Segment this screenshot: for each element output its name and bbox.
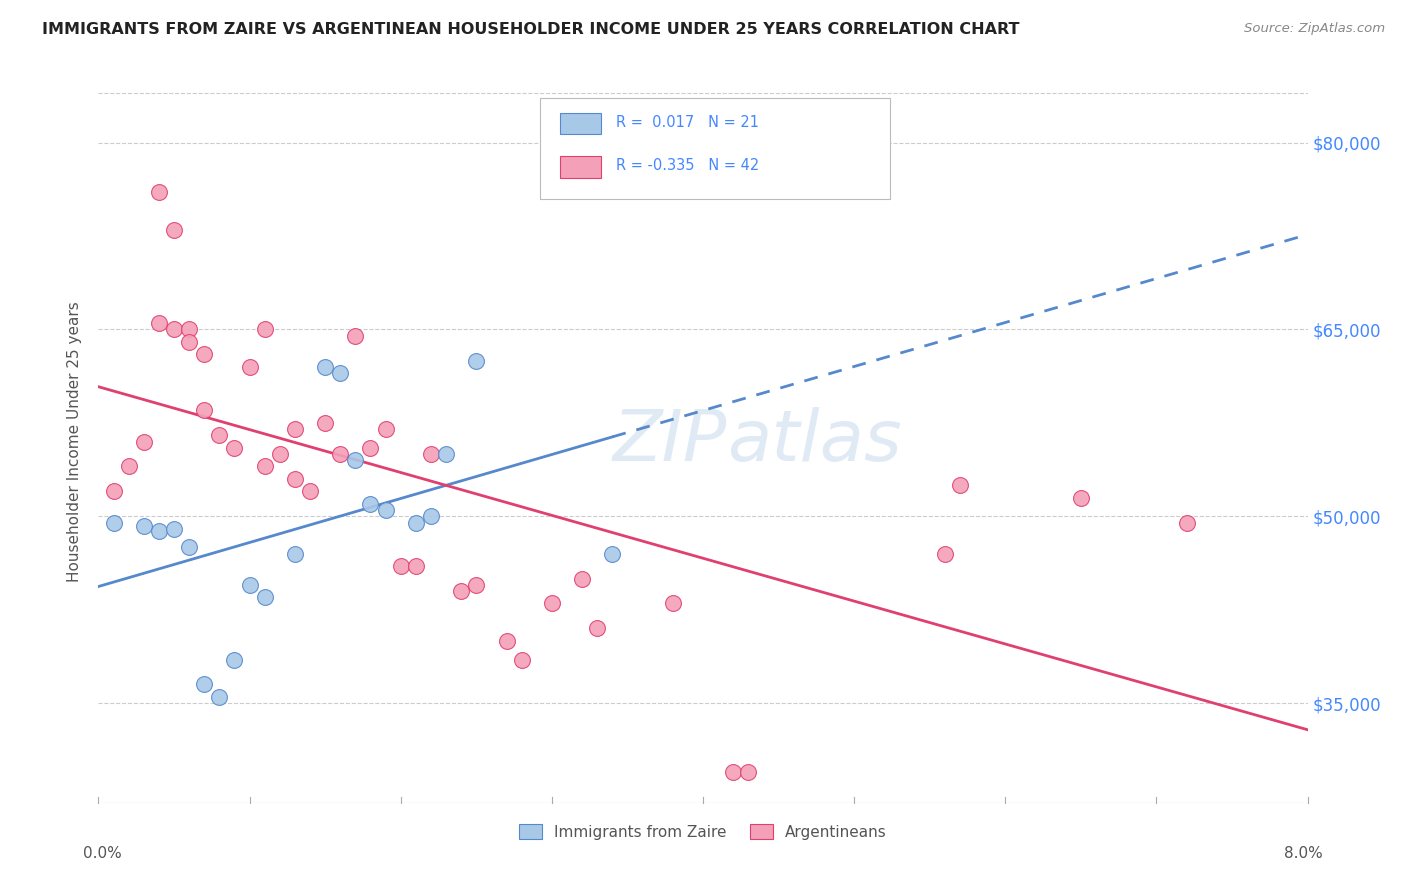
Point <box>374 422 396 436</box>
Point <box>269 447 291 461</box>
Point <box>163 322 186 336</box>
Point <box>495 633 517 648</box>
Point <box>420 509 443 524</box>
Point <box>163 522 186 536</box>
Point <box>1175 516 1198 530</box>
Point <box>208 690 231 704</box>
Bar <box>561 156 602 178</box>
Point <box>224 652 246 666</box>
Point <box>405 559 427 574</box>
Point <box>329 447 352 461</box>
Point <box>239 578 262 592</box>
Text: Source: ZipAtlas.com: Source: ZipAtlas.com <box>1244 22 1385 36</box>
Point <box>284 422 307 436</box>
Point <box>132 519 155 533</box>
Bar <box>561 112 602 135</box>
Point <box>193 347 215 361</box>
Point <box>314 359 336 374</box>
Point <box>723 764 745 779</box>
Point <box>193 403 215 417</box>
Point <box>329 366 352 380</box>
Point <box>434 447 457 461</box>
Text: 8.0%: 8.0% <box>1284 847 1323 861</box>
Point <box>420 447 443 461</box>
Point <box>284 472 307 486</box>
Point <box>253 322 276 336</box>
Point <box>193 677 215 691</box>
Point <box>344 453 367 467</box>
Point <box>103 484 125 499</box>
Point <box>118 459 141 474</box>
Point <box>934 547 956 561</box>
Point <box>148 316 170 330</box>
Point <box>179 322 201 336</box>
Point <box>374 503 396 517</box>
Legend: Immigrants from Zaire, Argentineans: Immigrants from Zaire, Argentineans <box>513 818 893 846</box>
Point <box>586 621 609 635</box>
Y-axis label: Householder Income Under 25 years: Householder Income Under 25 years <box>67 301 83 582</box>
Point <box>465 578 488 592</box>
Point <box>661 597 683 611</box>
Point <box>132 434 155 449</box>
Point <box>405 516 427 530</box>
Point <box>949 478 972 492</box>
Point <box>540 597 562 611</box>
Point <box>179 541 201 555</box>
Point <box>299 484 322 499</box>
Point <box>224 441 246 455</box>
Text: 0.0%: 0.0% <box>83 847 122 861</box>
Text: ZIP: ZIP <box>613 407 727 476</box>
Point <box>148 186 170 200</box>
Point <box>360 497 382 511</box>
Point <box>571 572 593 586</box>
Point <box>314 416 336 430</box>
FancyBboxPatch shape <box>540 98 890 200</box>
Text: R =  0.017   N = 21: R = 0.017 N = 21 <box>616 115 759 129</box>
Point <box>239 359 262 374</box>
Point <box>253 459 276 474</box>
Point <box>208 428 231 442</box>
Point <box>163 223 186 237</box>
Point <box>737 764 759 779</box>
Point <box>389 559 412 574</box>
Text: IMMIGRANTS FROM ZAIRE VS ARGENTINEAN HOUSEHOLDER INCOME UNDER 25 YEARS CORRELATI: IMMIGRANTS FROM ZAIRE VS ARGENTINEAN HOU… <box>42 22 1019 37</box>
Point <box>103 516 125 530</box>
Point <box>602 547 624 561</box>
Point <box>344 328 367 343</box>
Point <box>284 547 307 561</box>
Point <box>510 652 533 666</box>
Text: R = -0.335   N = 42: R = -0.335 N = 42 <box>616 158 759 173</box>
Point <box>1070 491 1092 505</box>
Point <box>360 441 382 455</box>
Point <box>179 334 201 349</box>
Point <box>148 524 170 539</box>
Point <box>253 591 276 605</box>
Point <box>450 584 472 599</box>
Text: atlas: atlas <box>727 407 901 476</box>
Point <box>465 353 488 368</box>
